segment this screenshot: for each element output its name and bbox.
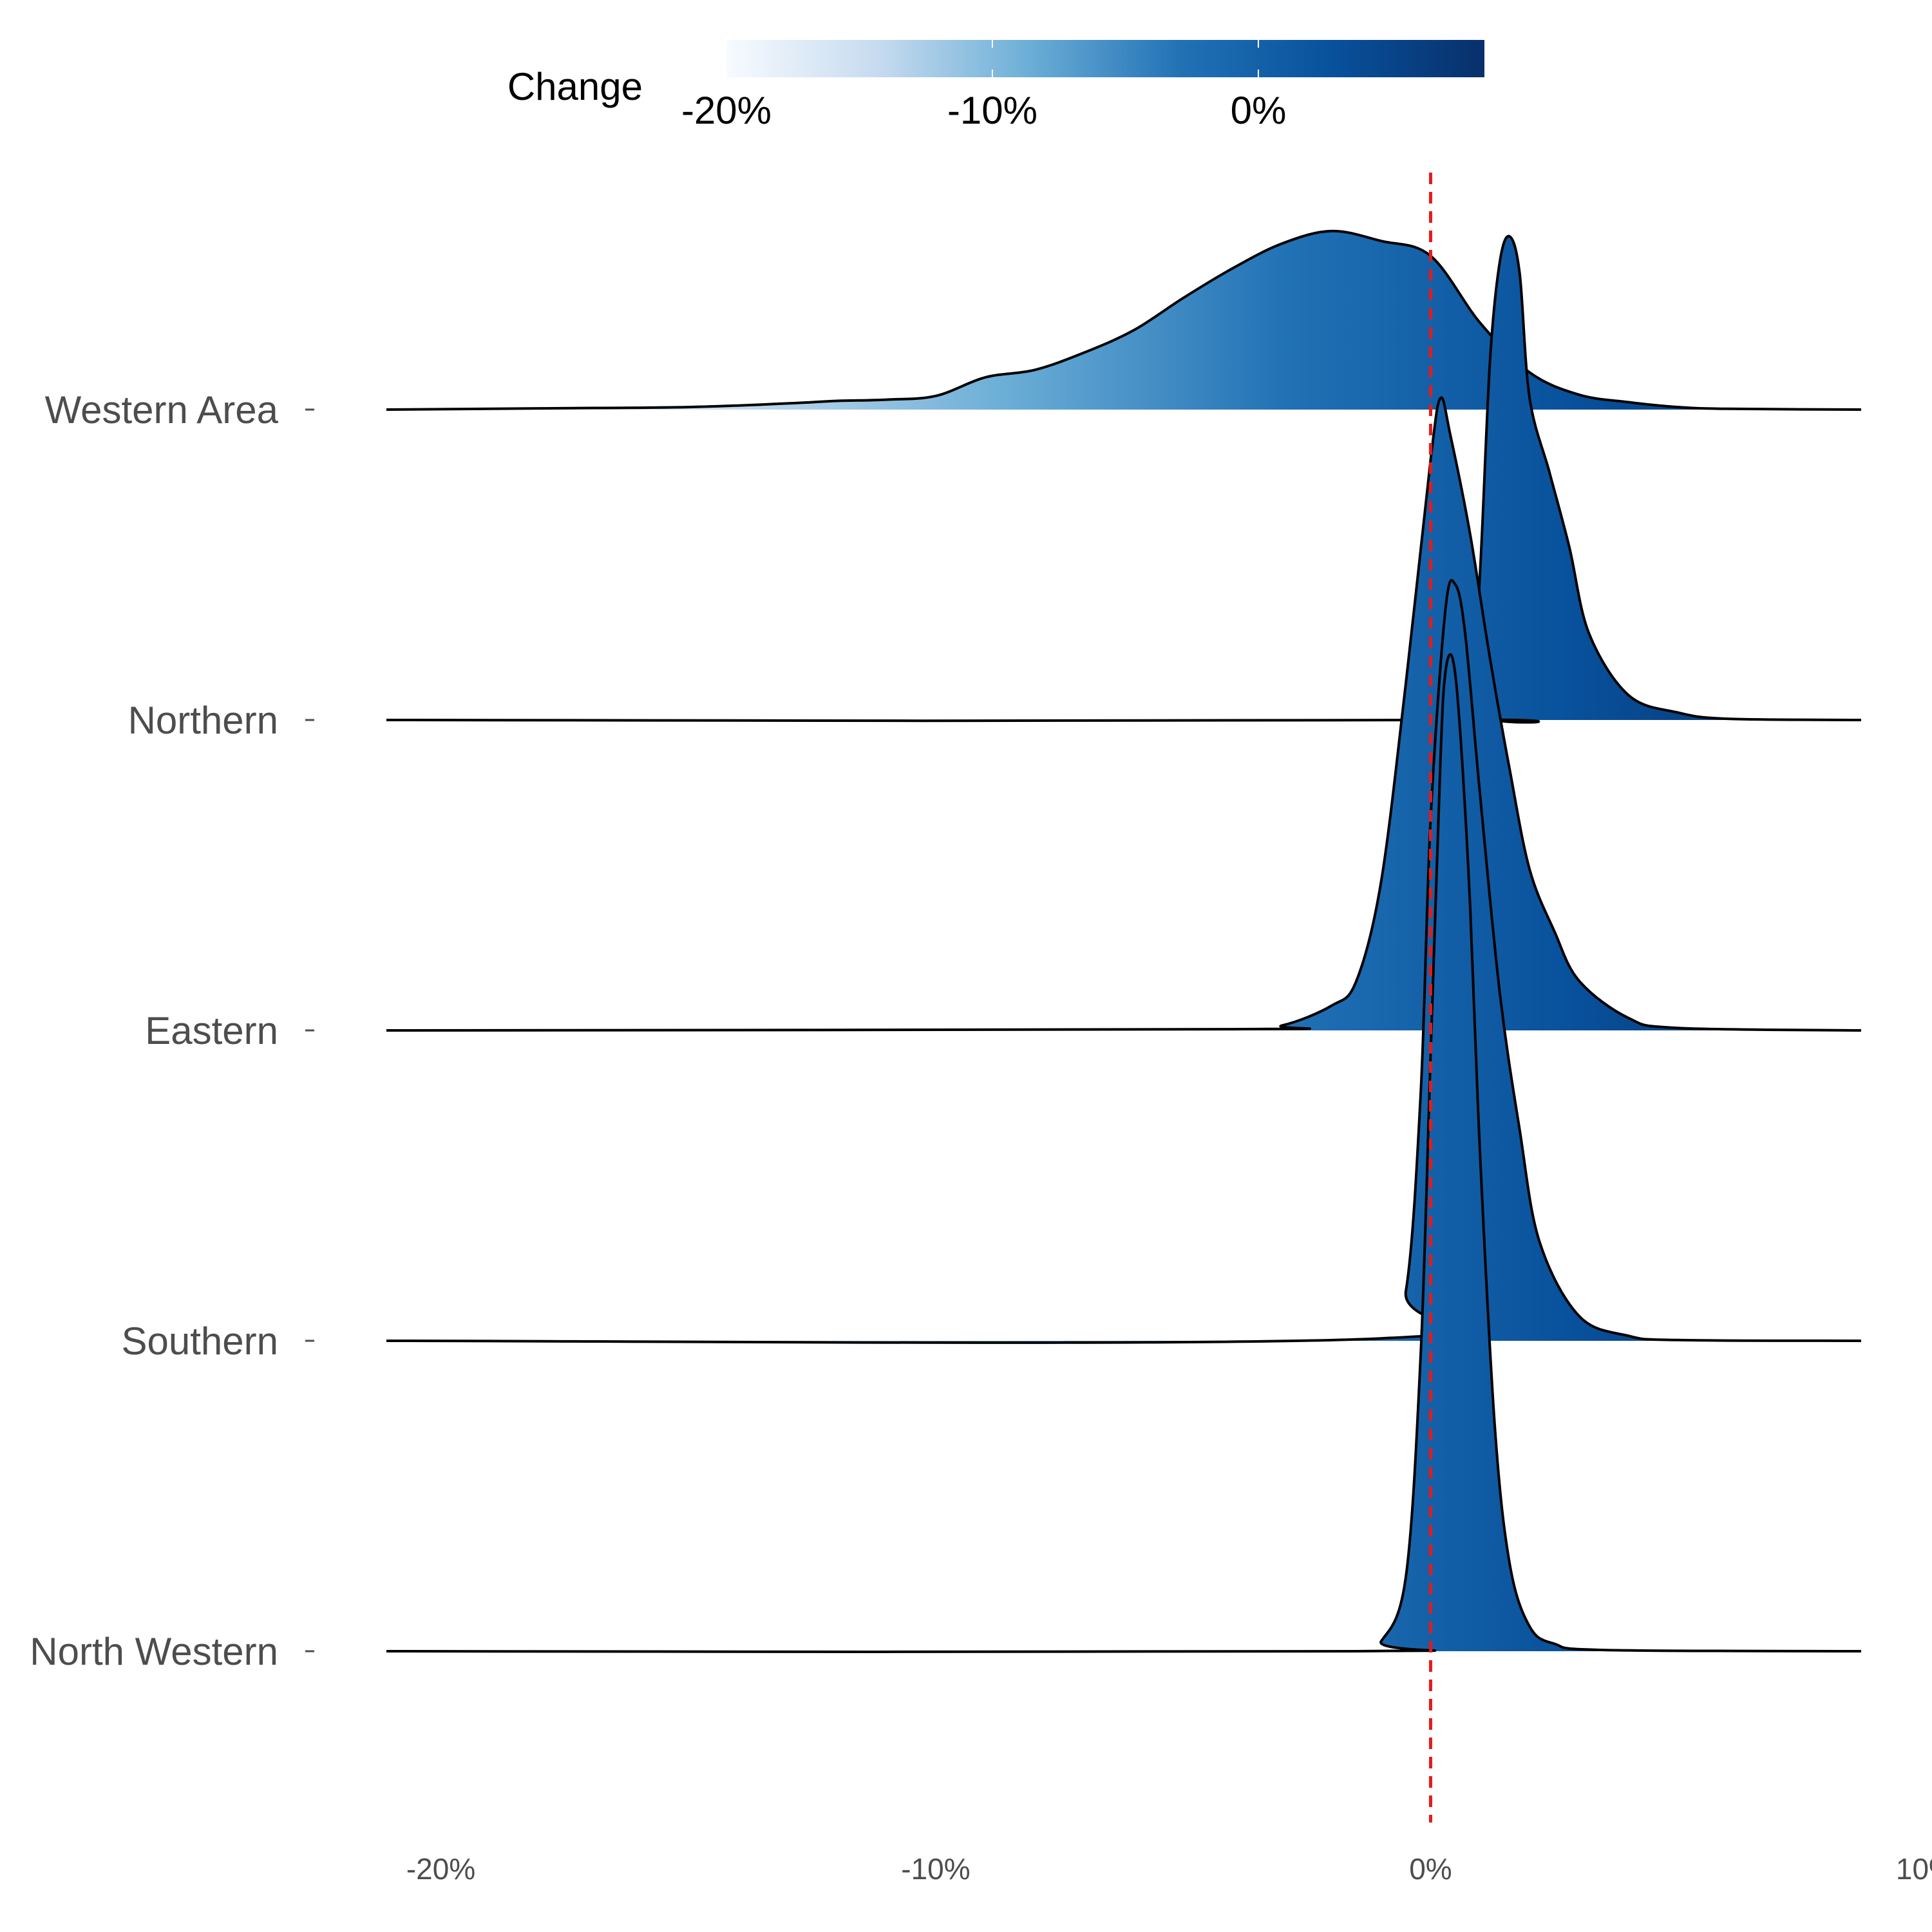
ridge-eastern [386,396,1862,1032]
x-tick-label: -20% [406,1852,475,1886]
y-tick-label-southern: Southern [121,1320,278,1363]
ridge-fill-southern [386,580,1861,1343]
ridge-outline-western-area [386,229,1862,411]
ridge-outline-north-western [386,653,1862,1654]
ridge-outline-eastern [386,396,1862,1032]
y-tick-label-western-area: Western Area [45,388,279,431]
y-tick-label-eastern: Eastern [145,1009,278,1052]
x-tick-label: 0% [1409,1852,1452,1886]
ridge-fill-western-area [386,231,1861,410]
x-axis: -20% -10% 0% 10% [406,1852,1932,1886]
ridge-north-western [386,653,1862,1654]
ridge-outline-southern [386,578,1862,1344]
legend-tick-label: -20% [681,89,772,132]
y-axis: Western Area Northern Eastern Southern North… [30,388,314,1673]
legend-tick-label: 0% [1231,89,1287,132]
legend-tick-label: -10% [947,89,1037,132]
legend-title: Change [507,65,643,108]
ridge-fill-north-western [386,654,1861,1653]
color-legend: Change -20% -10% 0% [507,40,1484,132]
y-tick-label-north-western: North Western [30,1630,278,1673]
legend-colorbar [726,40,1484,77]
ridge-northern [386,234,1862,724]
ridge-fill-eastern [386,397,1861,1030]
y-tick-label-northern: Northern [128,699,278,742]
ridge-outline-northern [386,234,1862,724]
x-tick-label: 10% [1896,1852,1932,1886]
ridge-fill-northern [386,236,1861,723]
x-tick-label: -10% [901,1852,970,1886]
ridge-western-area [386,229,1862,411]
ridges [386,229,1862,1654]
ridge-southern [386,578,1862,1344]
legend-ticks: -20% -10% 0% [681,40,1286,132]
